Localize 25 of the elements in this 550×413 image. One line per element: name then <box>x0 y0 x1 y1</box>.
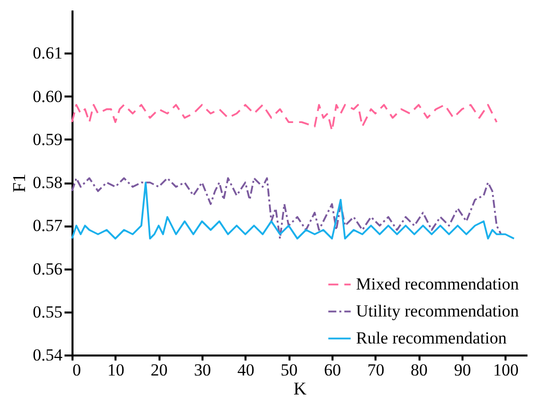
y-tick-label: 0.61 <box>32 44 62 63</box>
x-tick-label: 60 <box>324 360 341 380</box>
y-tick-label: 0.58 <box>32 173 62 192</box>
x-tick-label: 20 <box>150 360 168 380</box>
legend-label: Rule recommendation <box>356 328 508 348</box>
y-tick-label: 0.60 <box>32 86 62 106</box>
x-axis-title: K <box>294 378 306 398</box>
x-tick-label: 10 <box>107 360 124 380</box>
y-tick-label: 0.57 <box>32 216 63 236</box>
line-series <box>71 104 498 132</box>
y-tick-label: 0.56 <box>32 259 62 278</box>
x-tick-label: 70 <box>367 360 384 380</box>
x-tick-label: 0 <box>72 360 81 380</box>
y-tick-label: 0.55 <box>32 302 62 322</box>
x-tick-label: 100 <box>493 360 519 380</box>
y-axis-title: F1 <box>8 173 29 193</box>
x-tick-label: 90 <box>454 360 471 380</box>
x-tick-label: 30 <box>194 360 211 380</box>
legend-label: Utility recommendation <box>356 302 520 320</box>
x-tick-label: 40 <box>237 360 254 380</box>
x-tick-label: 50 <box>280 360 298 380</box>
y-tick-label: 0.54 <box>32 346 63 364</box>
y-tick-label: 0.59 <box>32 130 62 149</box>
legend-label: Mixed recommendation <box>356 274 520 294</box>
x-tick-label: 80 <box>410 360 428 380</box>
